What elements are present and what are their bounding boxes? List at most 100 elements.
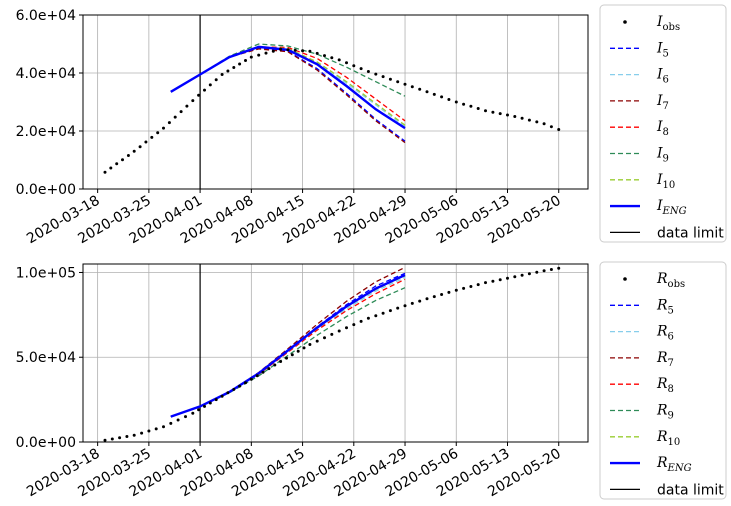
axes-frame	[82, 263, 589, 443]
observed-point	[337, 58, 341, 62]
observed-point	[403, 304, 407, 308]
legend-marker-observed	[623, 20, 627, 24]
observed-point	[374, 314, 378, 318]
observed-point	[238, 62, 242, 66]
observed-point	[454, 100, 458, 104]
legend-label-I-10: I10	[656, 172, 675, 191]
legend-label-I-7: I7	[656, 93, 669, 112]
observed-point	[214, 78, 218, 82]
observed-point	[506, 276, 509, 280]
observed-point	[290, 353, 294, 357]
observed-point	[279, 360, 283, 363]
observed-point	[257, 53, 261, 57]
observed-point	[476, 283, 480, 287]
observed-point	[244, 381, 247, 385]
observed-point	[226, 391, 230, 395]
observed-point	[255, 374, 259, 378]
observed-point	[203, 88, 206, 92]
observed-point	[302, 346, 306, 350]
observed-point	[208, 401, 212, 405]
observed-point	[232, 387, 236, 391]
chart-panel-2: 0.0e+005.0e+041.0e+052020-03-182020-03-2…	[16, 261, 727, 500]
observed-point	[140, 431, 144, 435]
observed-point	[359, 319, 363, 323]
observed-point	[388, 77, 392, 81]
series-line-I-10	[170, 46, 406, 126]
legend-label-I-5: I5	[656, 40, 669, 59]
observed-point	[484, 281, 487, 285]
observed-point	[220, 394, 224, 398]
legend-label-R-6: R6	[656, 324, 674, 343]
observed-points	[103, 47, 561, 174]
observed-point	[249, 377, 253, 381]
observed-point	[315, 339, 319, 343]
observed-point	[126, 154, 130, 157]
y-tick-label: 1.0e+05	[16, 265, 76, 281]
observed-point	[154, 427, 158, 431]
observed-point	[527, 118, 531, 122]
observed-point	[330, 56, 334, 60]
observed-point	[366, 70, 370, 73]
observed-point	[506, 113, 509, 117]
observed-point	[279, 47, 283, 51]
observed-point	[484, 109, 487, 113]
legend-label-R-9: R9	[656, 403, 674, 422]
observed-point	[162, 126, 165, 130]
legend-label-I-8: I8	[656, 119, 669, 138]
observed-point	[542, 269, 546, 273]
observed-point	[214, 398, 218, 402]
observed-point	[491, 110, 495, 114]
observed-point	[226, 69, 230, 73]
observed-point	[208, 83, 212, 87]
observed-point	[381, 311, 385, 315]
observed-point	[191, 99, 195, 103]
observed-point	[527, 272, 531, 276]
observed-point	[535, 270, 539, 274]
observed-point	[308, 343, 312, 346]
legend-marker-observed	[623, 277, 627, 281]
series-line-R-9	[170, 287, 406, 418]
observed-point	[432, 92, 436, 96]
observed-point	[410, 301, 414, 305]
observed-point	[162, 425, 165, 429]
legend-label-I-6: I6	[656, 67, 669, 86]
series-line-R-7	[170, 266, 406, 418]
axes-frame	[82, 14, 589, 190]
observed-point	[267, 367, 271, 371]
legend-label-R-5: R5	[656, 297, 674, 316]
observed-point	[144, 140, 148, 144]
observed-point	[557, 266, 561, 270]
legend-label-R-7: R7	[656, 350, 674, 369]
series-line-I-7	[170, 48, 406, 144]
series-line-I-8	[170, 46, 406, 122]
legend: Robs R5 R6 R7 R8 R9 R10 RENG data limit	[599, 261, 727, 500]
observed-point	[366, 316, 370, 320]
observed-point	[308, 49, 312, 53]
series-line-I-5	[170, 47, 406, 142]
observed-point	[125, 435, 129, 438]
observed-point	[121, 158, 124, 162]
legend-label-I-9: I9	[656, 146, 669, 165]
observed-point	[179, 110, 183, 114]
y-tick-label: 6.0e+04	[16, 8, 77, 24]
observed-point	[381, 75, 385, 79]
observed-point	[273, 363, 277, 367]
series-line-R-6	[170, 277, 406, 418]
observed-point	[203, 404, 206, 408]
observed-point	[184, 415, 187, 419]
observed-point	[454, 288, 458, 292]
observed-point	[132, 149, 136, 153]
observed-point	[286, 48, 290, 52]
observed-point	[520, 116, 524, 120]
legend-label-R-8: R8	[656, 376, 674, 395]
observed-point	[418, 299, 422, 303]
legend-label-R-10: R10	[656, 429, 680, 448]
observed-point	[323, 54, 326, 58]
legend-label-R-obs: Robs	[656, 271, 685, 290]
observed-point	[440, 293, 444, 296]
observed-point	[261, 370, 265, 374]
observed-point	[469, 285, 473, 288]
observed-point	[232, 66, 236, 69]
observed-point	[109, 166, 113, 170]
observed-point	[352, 64, 356, 68]
